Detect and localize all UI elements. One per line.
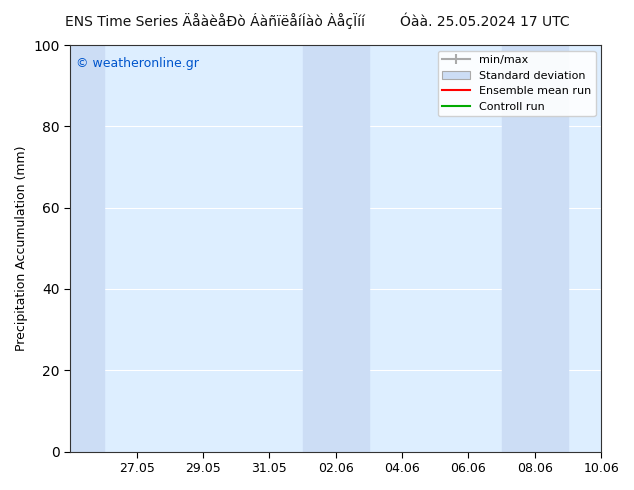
Y-axis label: Precipitation Accumulation (mm): Precipitation Accumulation (mm) (15, 146, 28, 351)
Legend: min/max, Standard deviation, Ensemble mean run, Controll run: min/max, Standard deviation, Ensemble me… (437, 50, 595, 116)
Text: © weatheronline.gr: © weatheronline.gr (75, 57, 198, 70)
Bar (302, 45, 369, 452)
Bar (501, 45, 568, 452)
Bar (70, 45, 103, 452)
Text: ENS Time Series ÄåàèåÐò ÁàñïëåíÍàò ÀåçÏíí        Óàà. 25.05.2024 17 UTC: ENS Time Series ÄåàèåÐò ÁàñïëåíÍàò ÀåçÏí… (65, 12, 569, 29)
